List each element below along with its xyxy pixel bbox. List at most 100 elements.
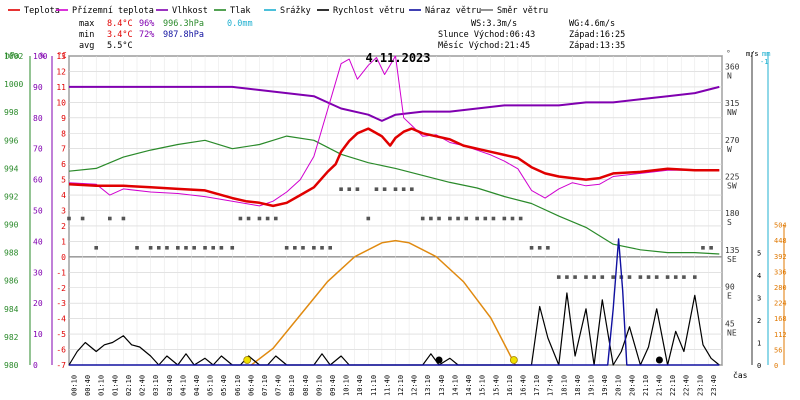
direction-point (108, 216, 112, 221)
stat-sun-set: Západ:16:25 (569, 30, 625, 40)
tick-label-dir: SE (727, 255, 737, 264)
tick-label-time: 09:10 (315, 375, 323, 396)
tick-label-time: 19:10 (587, 375, 595, 396)
legend-label: Přízemní teplota (72, 6, 154, 16)
sun-moon-markers (243, 356, 663, 364)
direction-point (374, 187, 379, 191)
axes: hPa%°C°m/smm-1čas98098298498698899099299… (4, 49, 787, 396)
direction-point (230, 246, 235, 250)
tick-label-temp: 10 (56, 98, 66, 107)
tick-label-time: 23:40 (710, 375, 718, 396)
direction-point (665, 275, 670, 279)
tick-label-pct: 70 (33, 145, 43, 154)
tick-label-pct: 20 (33, 299, 43, 308)
direction-point (437, 216, 441, 221)
tick-label-temp: -6 (56, 346, 66, 355)
tick-label-dir: SW (727, 182, 737, 191)
direction-point (211, 246, 216, 250)
tick-label-pct: 40 (33, 237, 43, 246)
direction-point (284, 246, 289, 250)
moon-marker (655, 356, 663, 364)
tick-label-hpa: 990 (4, 221, 19, 230)
direction-point (654, 275, 659, 279)
series-line-vlhkost (69, 85, 720, 122)
axis-label-time: čas (733, 370, 748, 380)
tick-label-time: 07:10 (261, 375, 269, 396)
direction-point (410, 187, 414, 191)
direction-point (382, 187, 387, 191)
direction-point (135, 246, 139, 250)
tick-label-sun: 336 (774, 268, 787, 276)
axis-unit-pct: % (40, 51, 45, 60)
tick-label-hpa: 986 (4, 277, 19, 286)
tick-label-time: 22:40 (683, 375, 691, 396)
tick-label-time: 03:10 (152, 375, 160, 396)
tick-label-time: 18:10 (560, 375, 568, 396)
direction-point (401, 187, 406, 191)
direction-point (265, 216, 270, 221)
tick-label-time: 21:40 (656, 375, 664, 396)
tick-label-pct: 0 (33, 361, 38, 370)
tick-label-time: 17:40 (547, 375, 555, 396)
stat-max-label: max (79, 19, 94, 29)
legend-label: Směr větru (497, 6, 548, 16)
direction-point (537, 246, 542, 250)
tick-label-ms: 3 (757, 295, 761, 303)
stat-avg-label: avg (79, 41, 94, 51)
direction-point (546, 246, 550, 250)
direction-point (682, 275, 686, 279)
direction-point (328, 246, 332, 250)
direction-point (600, 275, 605, 279)
tick-label-deg: 90 (725, 283, 735, 292)
tick-label-temp: 2 (61, 222, 66, 231)
direction-point (156, 246, 161, 250)
direction-point (456, 216, 460, 221)
direction-point (475, 216, 479, 221)
tick-label-hpa: 1002 (4, 52, 23, 61)
sun-marker (509, 356, 518, 364)
tick-label-dir: N (727, 71, 732, 80)
moon-marker (435, 356, 443, 364)
tick-label-time: 03:40 (166, 375, 174, 396)
tick-label-dir: W (727, 145, 732, 154)
tick-label-temp: 1 (61, 237, 66, 246)
tick-label-time: 06:40 (247, 375, 255, 396)
direction-point (448, 216, 452, 221)
tick-label-dir: NW (727, 108, 737, 117)
tick-label-sun: 56 (774, 346, 782, 354)
direction-point (701, 246, 705, 250)
tick-label-time: 21:10 (642, 375, 650, 396)
direction-point (646, 275, 651, 279)
tick-label-sun: 504 (774, 222, 787, 230)
stat-min-press: 987.8hPa (163, 30, 204, 40)
direction-point (355, 187, 360, 191)
tick-label-sun: 280 (774, 284, 787, 292)
direction-point (429, 216, 433, 221)
chart-title: 4.11.2023 (365, 51, 430, 65)
tick-label-hpa: 996 (4, 136, 19, 145)
tick-label-temp: -7 (56, 361, 66, 370)
tick-label-time: 20:40 (628, 375, 636, 396)
direction-point (627, 275, 632, 279)
stat-min-temp: 3.4°C (107, 30, 133, 40)
tick-label-deg: 315 (725, 99, 740, 108)
direction-point (339, 187, 343, 191)
tick-label-hpa: 984 (4, 305, 19, 314)
tick-label-sun: 224 (774, 300, 787, 308)
tick-label-hpa: 994 (4, 164, 19, 173)
tick-label-temp: 9 (61, 114, 66, 123)
stat-max-press: 996.3hPa (163, 19, 204, 29)
tick-label-pct: 80 (33, 114, 43, 123)
direction-point (94, 246, 99, 250)
tick-label-sun: 0 (774, 362, 778, 370)
tick-label-temp: -4 (56, 315, 66, 324)
tick-label-pct: 50 (33, 207, 43, 216)
tick-label-time: 06:10 (234, 375, 242, 396)
direction-point (184, 246, 188, 250)
tick-label-temp: 13 (56, 52, 66, 61)
tick-label-time: 10:40 (356, 375, 364, 396)
tick-label-time: 11:10 (370, 375, 378, 396)
direction-point (347, 187, 352, 191)
tick-label-time: 23:10 (696, 375, 704, 396)
tick-label-time: 22:10 (669, 375, 677, 396)
